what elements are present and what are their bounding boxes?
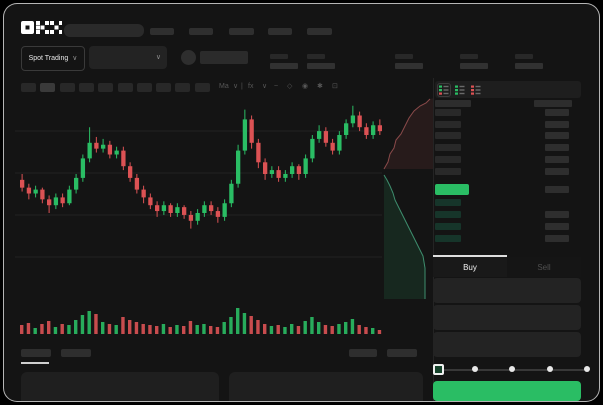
line-type-icon[interactable]: ~	[274, 83, 279, 90]
ask-amount-placeholder	[545, 120, 569, 128]
bottom-tab-right[interactable]	[387, 349, 417, 357]
total-field[interactable]	[433, 332, 581, 357]
orderbook-layout-toolbar	[435, 81, 581, 98]
ask-price-placeholder[interactable]	[435, 120, 461, 128]
market-type-label: Spot Trading	[28, 55, 69, 62]
app-window: Spot Trading ∨ ∨ Buy Sell Ma ∨ | fx ∨ ~ ◇ ◉ ✱ ⊡	[3, 3, 600, 402]
timeframe-button[interactable]	[136, 83, 152, 92]
book-bids-icon[interactable]	[454, 84, 466, 96]
ask-amount-placeholder	[545, 144, 569, 152]
timeframe-button[interactable]	[40, 83, 56, 92]
stat-label-placeholder	[307, 54, 325, 59]
stat-value-placeholder	[460, 63, 488, 69]
timeframe-button[interactable]	[21, 83, 36, 92]
tab-buy[interactable]: Buy	[433, 257, 507, 277]
compare-label[interactable]: fx	[248, 83, 254, 90]
amount-slider-handle[interactable]	[433, 364, 444, 375]
book-asks-icon[interactable]	[470, 84, 482, 96]
nav-item-placeholder[interactable]	[150, 28, 174, 35]
bottom-tab-right[interactable]	[349, 349, 377, 357]
active-bottom-tab-indicator	[21, 362, 49, 364]
indicators-label[interactable]: Ma	[219, 83, 229, 90]
ask-amount-placeholder	[545, 132, 569, 140]
nav-item-placeholder[interactable]	[268, 28, 292, 35]
bid-amount-placeholder	[545, 211, 569, 218]
panel-divider	[433, 78, 434, 401]
pair-selector-dropdown[interactable]: ∨	[89, 46, 167, 69]
slider-stop-dot[interactable]	[471, 366, 478, 372]
amount-field[interactable]	[433, 305, 581, 330]
orderbook-col-header-right	[534, 100, 572, 107]
ask-amount-placeholder	[545, 109, 569, 116]
slider-stop-dot[interactable]	[546, 366, 553, 372]
timeframe-button[interactable]	[117, 83, 133, 92]
tab-sell[interactable]: Sell	[507, 257, 581, 277]
timeframe-button[interactable]	[59, 83, 75, 92]
nav-item-placeholder[interactable]	[189, 28, 213, 35]
bottom-tab-left[interactable]	[21, 349, 51, 357]
chevron-down-icon[interactable]: ∨	[262, 83, 268, 90]
stat-label-placeholder	[395, 54, 413, 59]
stat-label-placeholder	[460, 54, 478, 59]
divider-glyph: |	[241, 83, 243, 90]
market-type-dropdown[interactable]: Spot Trading ∨	[21, 46, 85, 71]
bottom-panel	[21, 372, 219, 401]
stat-label-placeholder	[270, 54, 288, 59]
bid-amount-placeholder	[545, 235, 569, 242]
stat-label-placeholder	[515, 54, 533, 59]
orderbook-col-header-left	[435, 100, 471, 107]
price-field[interactable]	[433, 278, 581, 303]
settings-icon[interactable]: ✱	[317, 83, 323, 90]
stat-value-placeholder	[395, 63, 423, 69]
ask-price-placeholder[interactable]	[435, 167, 461, 175]
depth-overlay	[383, 98, 434, 299]
active-tab-indicator	[433, 255, 507, 257]
search-input[interactable]	[64, 24, 144, 37]
timeframe-button[interactable]	[194, 83, 210, 92]
stat-value-placeholder	[307, 63, 335, 69]
volume-bars	[20, 308, 382, 334]
bid-price-placeholder[interactable]	[435, 235, 461, 242]
bid-price-placeholder[interactable]	[435, 223, 461, 230]
bid-amount-placeholder	[545, 223, 569, 230]
ask-price-placeholder[interactable]	[435, 155, 461, 163]
ask-price-placeholder[interactable]	[435, 144, 461, 152]
ask-price-placeholder[interactable]	[435, 132, 461, 140]
draw-icon[interactable]: ◇	[287, 83, 293, 90]
chevron-down-icon[interactable]: ∨	[233, 83, 239, 90]
bid-price-placeholder[interactable]	[435, 211, 461, 218]
timeframe-button[interactable]	[78, 83, 94, 92]
bottom-panel	[229, 372, 423, 401]
orderbook-last-price-bar[interactable]	[435, 184, 469, 195]
bid-price-placeholder[interactable]	[435, 199, 461, 206]
slider-stop-dot[interactable]	[584, 366, 590, 372]
ask-price-placeholder[interactable]	[435, 109, 461, 116]
timeframe-button[interactable]	[98, 83, 114, 92]
okx-logo	[21, 21, 62, 34]
nav-item-placeholder[interactable]	[229, 28, 254, 35]
bottom-tab-left[interactable]	[61, 349, 91, 357]
last-price-placeholder	[200, 51, 248, 64]
slider-stop-dot[interactable]	[509, 366, 515, 372]
fullscreen-icon[interactable]: ⊡	[332, 83, 338, 90]
ask-amount-placeholder	[545, 155, 569, 163]
timeframe-button[interactable]	[175, 83, 191, 92]
nav-item-placeholder[interactable]	[307, 28, 332, 35]
buy-submit-button[interactable]	[433, 381, 581, 401]
stat-value-placeholder	[270, 63, 298, 69]
ask-amount-placeholder	[545, 167, 569, 175]
candlestick-chart[interactable]	[15, 96, 382, 299]
coin-avatar	[181, 50, 196, 65]
chevron-down-icon: ∨	[72, 55, 78, 62]
stat-value-placeholder	[515, 63, 543, 69]
chevron-down-icon: ∨	[155, 54, 161, 61]
camera-icon[interactable]: ◉	[302, 83, 309, 90]
price-row-amount-placeholder	[545, 186, 569, 193]
timeframe-button[interactable]	[156, 83, 172, 92]
book-both-icon[interactable]	[437, 82, 451, 97]
